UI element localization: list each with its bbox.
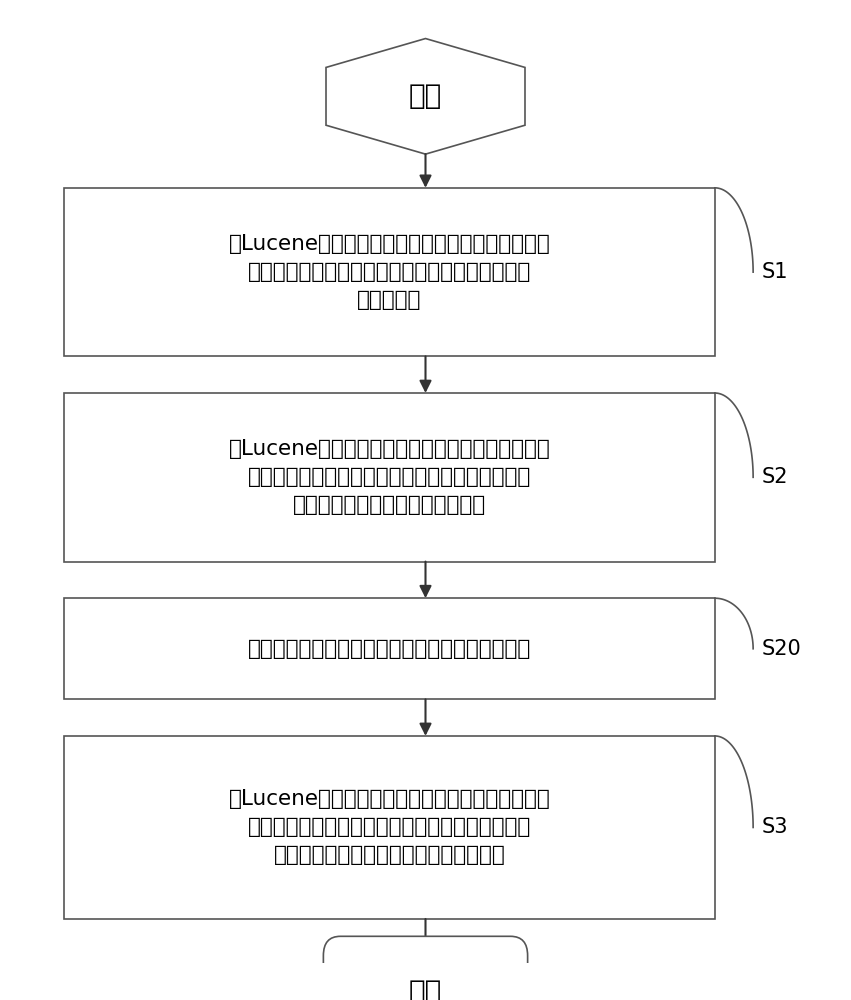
Text: S20: S20: [762, 639, 802, 659]
Text: S3: S3: [762, 817, 788, 837]
Text: 结束: 结束: [408, 978, 443, 1000]
FancyBboxPatch shape: [323, 936, 528, 1000]
FancyBboxPatch shape: [64, 188, 715, 356]
Polygon shape: [326, 39, 525, 154]
FancyBboxPatch shape: [64, 393, 715, 562]
FancyBboxPatch shape: [64, 598, 715, 699]
Text: 当Lucene处于搜索状态时，判断堆外内存索引中是
否存在当前需要读取的索引数据，若存在，则在堆
外内存索引中打开输入流以读取索引数据: 当Lucene处于搜索状态时，判断堆外内存索引中是 否存在当前需要读取的索引数据…: [228, 789, 551, 865]
Text: 当Lucene处于启动状态时，在堆外内存中为索引数
据分配指定大小的内存并放入内存池后，对堆外缓
存索引预热: 当Lucene处于启动状态时，在堆外内存中为索引数 据分配指定大小的内存并放入内…: [228, 234, 551, 310]
Text: S2: S2: [762, 467, 788, 487]
Text: 当Lucene处于索引状态时，判断堆外内存索引容量
大小，若所述索引容量达到需求值，则在堆外内存
索引中打开输出流以写入索引数据: 当Lucene处于索引状态时，判断堆外内存索引容量 大小，若所述索引容量达到需求…: [228, 439, 551, 515]
FancyBboxPatch shape: [64, 736, 715, 919]
Text: 在提交数据时，将索引数据同步到文件系统索引中: 在提交数据时，将索引数据同步到文件系统索引中: [248, 639, 531, 659]
Text: S1: S1: [762, 262, 788, 282]
Text: 开始: 开始: [408, 82, 443, 110]
